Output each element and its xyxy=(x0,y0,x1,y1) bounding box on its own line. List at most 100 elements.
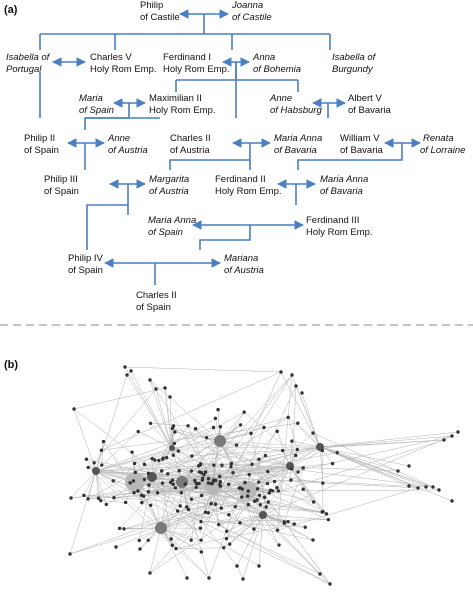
network-node xyxy=(129,369,133,373)
network-edge xyxy=(258,432,314,483)
network-edge xyxy=(88,467,210,579)
network-node xyxy=(238,486,242,490)
network-node xyxy=(198,526,203,530)
network-edge xyxy=(303,489,314,503)
network-node xyxy=(198,462,203,466)
network-edge xyxy=(194,446,321,481)
network-node xyxy=(193,426,198,431)
network-node xyxy=(266,469,270,474)
network-edge xyxy=(133,492,260,567)
network-edge xyxy=(289,465,324,512)
network-node xyxy=(247,472,251,477)
network-edge xyxy=(249,474,331,585)
network-node xyxy=(326,517,331,522)
network-node xyxy=(234,443,239,447)
network-node xyxy=(68,552,72,556)
network-node xyxy=(303,525,307,529)
network-edge xyxy=(171,440,221,449)
network-node xyxy=(311,538,315,542)
network-node xyxy=(416,486,420,490)
network-edge xyxy=(95,470,107,505)
network-node xyxy=(137,538,141,543)
network-node xyxy=(275,486,279,490)
network-node xyxy=(318,572,322,576)
network-edge xyxy=(181,465,291,483)
network-edge xyxy=(95,417,289,472)
person-name: Philip xyxy=(140,0,163,11)
network-node xyxy=(228,542,232,546)
person-name: Margarita xyxy=(149,174,189,185)
network-edge xyxy=(134,481,327,515)
network-edge xyxy=(280,371,321,448)
network-node xyxy=(136,429,140,434)
network-edge xyxy=(312,432,434,488)
network-node xyxy=(176,449,180,453)
network-edge xyxy=(319,439,445,448)
network-node xyxy=(123,365,127,369)
person-labels: Philip of Castile Joanna of Castile Isab… xyxy=(6,0,465,313)
network-node xyxy=(197,470,202,474)
network-node xyxy=(218,483,222,487)
network-edge xyxy=(160,481,183,529)
network-edge xyxy=(229,514,264,545)
network-node xyxy=(104,502,109,507)
network-node xyxy=(200,476,205,480)
network-edge xyxy=(171,447,291,467)
person-name: Maria Anna xyxy=(320,174,368,185)
network-hub-node xyxy=(214,435,226,447)
network-node xyxy=(286,415,290,420)
network-edge xyxy=(301,392,321,448)
network-node xyxy=(132,461,137,466)
network-node xyxy=(245,494,250,498)
network-node xyxy=(207,576,211,580)
person-name: Maximilian II xyxy=(149,93,202,104)
person-name: Maria xyxy=(79,93,103,104)
network-node xyxy=(189,538,193,542)
network-node xyxy=(146,490,151,494)
person-title: of Spain xyxy=(79,105,114,116)
person-title: of Castile xyxy=(232,12,272,23)
network-edge xyxy=(95,447,173,472)
network-edge xyxy=(177,510,314,541)
network-node xyxy=(84,457,89,461)
network-edge xyxy=(226,514,264,532)
network-node xyxy=(199,493,204,498)
family-tree-panel: (a) xyxy=(4,0,465,313)
network-hub-node xyxy=(176,476,188,488)
network-edge xyxy=(262,514,314,541)
network-panel: (b) xyxy=(4,359,460,586)
person-name: Philip II xyxy=(24,133,55,144)
network-node xyxy=(206,481,211,485)
network-node xyxy=(202,472,206,477)
network-node xyxy=(290,373,294,377)
network-node xyxy=(290,467,294,471)
network-edge xyxy=(212,485,264,516)
network-edge xyxy=(95,465,199,472)
network-node xyxy=(272,479,277,484)
network-edge xyxy=(218,514,264,525)
network-nodes xyxy=(68,365,460,586)
network-edge xyxy=(319,435,453,448)
network-edge xyxy=(175,523,295,549)
network-node xyxy=(96,496,101,500)
network-edge xyxy=(160,527,210,579)
network-node xyxy=(161,457,165,461)
network-node xyxy=(280,448,285,453)
network-node xyxy=(231,471,235,475)
person-title: of Austria xyxy=(170,145,210,156)
network-edge xyxy=(170,482,238,567)
panel-b-label: (b) xyxy=(4,359,18,371)
person-name: Anne xyxy=(107,133,130,144)
network-node xyxy=(276,489,281,493)
network-node xyxy=(99,448,104,452)
person-name: Philip III xyxy=(44,174,78,185)
network-node xyxy=(173,486,178,490)
network-node xyxy=(157,458,161,463)
network-node xyxy=(258,503,262,507)
person-title: of Bavaria xyxy=(348,105,391,116)
network-edge xyxy=(169,396,173,449)
person-title: of Austria xyxy=(149,186,189,197)
network-node xyxy=(275,528,280,532)
network-node xyxy=(133,470,137,475)
network-node xyxy=(246,489,250,493)
